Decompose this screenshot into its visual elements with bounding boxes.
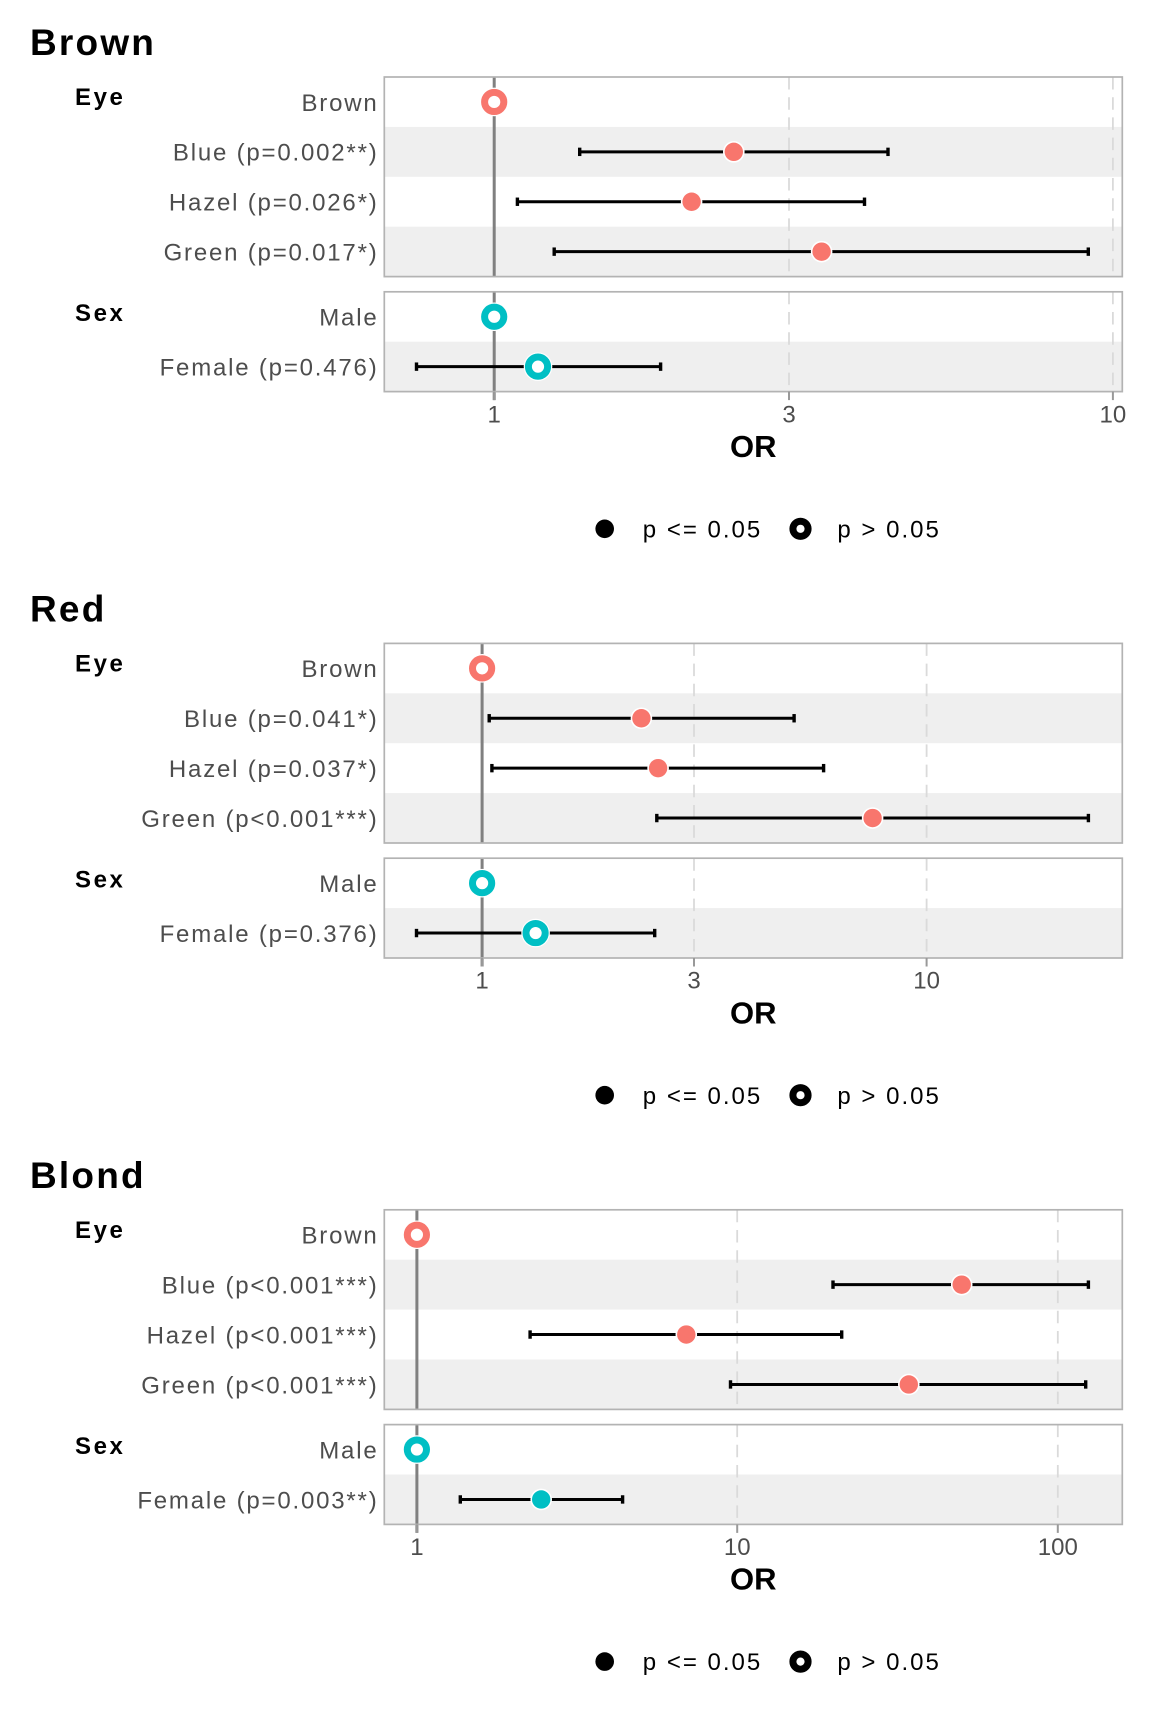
svg-text:Eye: Eye [75, 1217, 126, 1244]
svg-text:p > 0.05: p > 0.05 [837, 1649, 940, 1676]
svg-text:1: 1 [488, 401, 501, 428]
svg-text:Female (p=0.476): Female (p=0.476) [160, 354, 379, 381]
svg-text:10: 10 [1100, 401, 1127, 428]
svg-text:Brown: Brown [301, 90, 378, 117]
svg-text:p <= 0.05: p <= 0.05 [643, 1083, 762, 1110]
svg-text:Female (p=0.376): Female (p=0.376) [160, 921, 379, 948]
svg-text:Blue (p<0.001***): Blue (p<0.001***) [162, 1272, 379, 1299]
svg-text:p <= 0.05: p <= 0.05 [643, 516, 762, 543]
svg-text:Blue (p=0.002**): Blue (p=0.002**) [173, 140, 379, 167]
svg-text:Green (p<0.001***): Green (p<0.001***) [141, 1372, 378, 1399]
svg-text:Sex: Sex [75, 866, 126, 893]
svg-text:Hazel (p<0.001***): Hazel (p<0.001***) [147, 1322, 379, 1349]
svg-text:p > 0.05: p > 0.05 [837, 516, 940, 543]
svg-text:Blond: Blond [30, 1155, 146, 1196]
svg-text:p <= 0.05: p <= 0.05 [643, 1649, 762, 1676]
svg-text:100: 100 [1038, 1534, 1078, 1561]
svg-text:Hazel (p=0.026*): Hazel (p=0.026*) [169, 190, 379, 217]
svg-text:Blue (p=0.041*): Blue (p=0.041*) [184, 706, 378, 733]
svg-text:OR: OR [730, 995, 777, 1030]
svg-text:OR: OR [730, 1562, 777, 1597]
svg-text:Male: Male [319, 305, 378, 332]
svg-text:Male: Male [319, 1437, 378, 1464]
svg-text:Red: Red [30, 588, 107, 629]
svg-text:3: 3 [687, 968, 700, 995]
svg-text:Eye: Eye [75, 650, 126, 677]
svg-text:p > 0.05: p > 0.05 [837, 1083, 940, 1110]
svg-text:10: 10 [913, 968, 940, 995]
svg-text:Green (p=0.017*): Green (p=0.017*) [164, 239, 379, 266]
svg-text:Sex: Sex [75, 1433, 126, 1460]
svg-text:1: 1 [410, 1534, 423, 1561]
svg-text:Male: Male [319, 871, 378, 898]
svg-text:1: 1 [475, 968, 488, 995]
svg-text:Eye: Eye [75, 84, 126, 111]
svg-text:Sex: Sex [75, 300, 126, 327]
svg-text:10: 10 [724, 1534, 751, 1561]
svg-text:Brown: Brown [301, 1223, 378, 1250]
svg-text:OR: OR [730, 429, 777, 464]
svg-text:Brown: Brown [301, 656, 378, 683]
svg-text:Female (p=0.003**): Female (p=0.003**) [137, 1487, 378, 1514]
svg-text:Green (p<0.001***): Green (p<0.001***) [141, 806, 378, 833]
svg-text:Hazel (p=0.037*): Hazel (p=0.037*) [169, 756, 379, 783]
svg-text:Brown: Brown [30, 22, 156, 63]
svg-text:3: 3 [782, 401, 795, 428]
